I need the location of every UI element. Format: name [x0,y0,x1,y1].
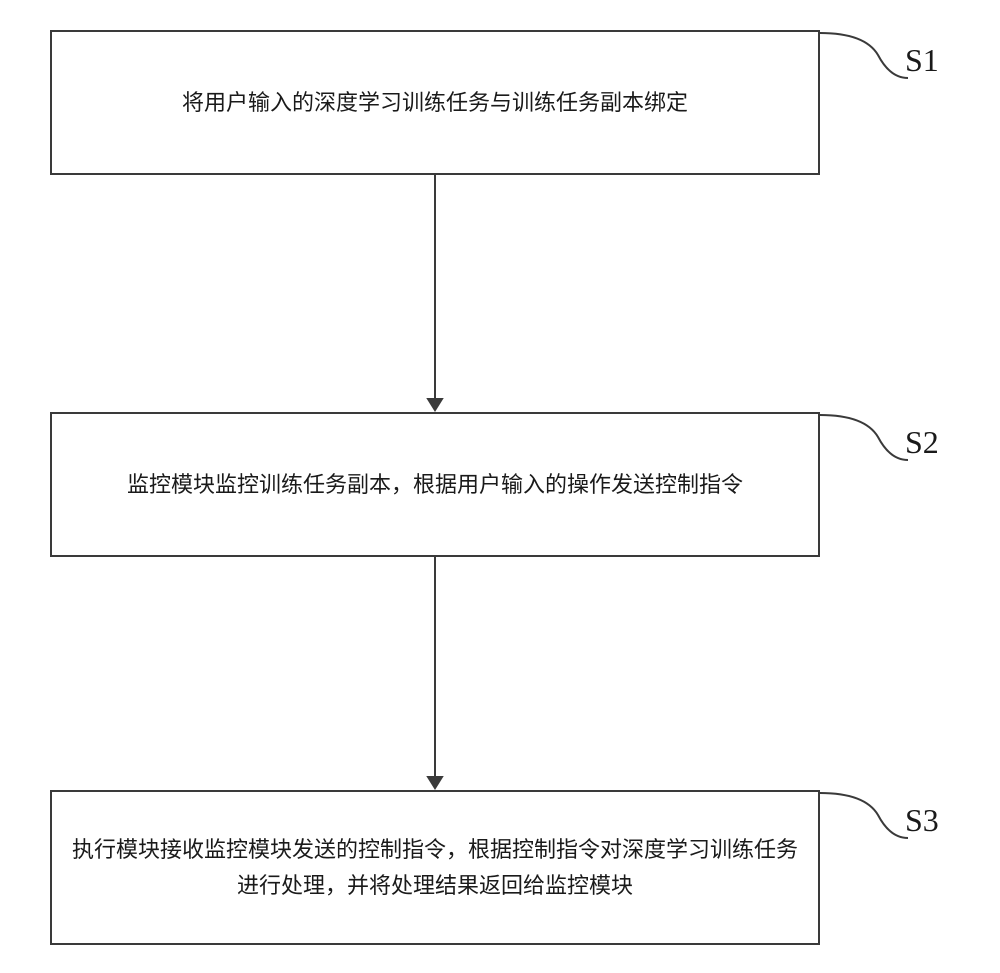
label-arc-s1 [820,30,910,100]
flowchart-container: 将用户输入的深度学习训练任务与训练任务副本绑定 S1 监控模块监控训练任务副本，… [0,0,1000,973]
step-label-s1: S1 [905,42,939,79]
connector-2-3 [425,557,445,790]
step-text-s1: 将用户输入的深度学习训练任务与训练任务副本绑定 [182,85,688,120]
label-arc-s2 [820,412,910,482]
step-text-s2: 监控模块监控训练任务副本，根据用户输入的操作发送控制指令 [127,467,743,502]
step-box-s2: 监控模块监控训练任务副本，根据用户输入的操作发送控制指令 [50,412,820,557]
step-box-s1: 将用户输入的深度学习训练任务与训练任务副本绑定 [50,30,820,175]
step-box-s3: 执行模块接收监控模块发送的控制指令，根据控制指令对深度学习训练任务进行处理，并将… [50,790,820,945]
step-text-s3: 执行模块接收监控模块发送的控制指令，根据控制指令对深度学习训练任务进行处理，并将… [72,832,798,902]
connector-1-2 [425,175,445,412]
label-arc-s3 [820,790,910,860]
step-label-s3: S3 [905,802,939,839]
step-label-s2: S2 [905,424,939,461]
